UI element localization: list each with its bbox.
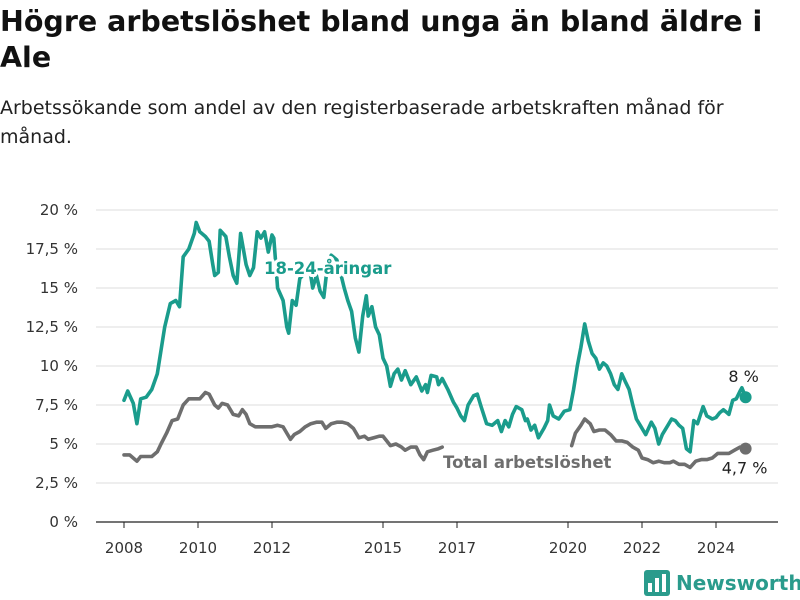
- endpoint-dot-total: [739, 442, 752, 455]
- x-tick-label: 2024: [697, 539, 735, 557]
- series-label-total: Total arbetslöshet: [443, 453, 612, 472]
- y-tick-label: 2,5 %: [35, 474, 78, 492]
- y-axis-ticks: 0 % 2,5 % 5 % 7,5 % 10 % 12,5 % 15 % 17,5 % 20 %: [26, 201, 78, 531]
- x-tick-label: 2022: [623, 539, 661, 557]
- series-line-18-24: [122, 220, 748, 454]
- y-tick-label: 5 %: [49, 435, 78, 453]
- gridlines: [96, 209, 778, 523]
- x-axis-ticks: 2008 2010 2012 2015 2017 2020 2022 2024: [105, 522, 735, 557]
- end-value-18-24: 8 %: [728, 367, 758, 386]
- y-tick-label: 0 %: [49, 513, 78, 531]
- y-tick-label: 10 %: [40, 357, 78, 375]
- series-labels: 18-24-åringar Total arbetslöshet 8 % 4,7 %: [261, 256, 768, 478]
- bar-chart-logo-icon: [644, 570, 670, 596]
- brand-logo: Newsworthy: [644, 568, 800, 598]
- x-tick-label: 2012: [253, 539, 291, 557]
- x-tick-label: 2017: [438, 539, 476, 557]
- series-line-total: [122, 390, 444, 463]
- chart-subtitle: Arbetssökande som andel av den registerb…: [0, 97, 724, 148]
- x-tick-label: 2015: [364, 539, 402, 557]
- brand-name: Newsworthy: [676, 571, 800, 595]
- end-value-total: 4,7 %: [722, 459, 768, 478]
- endpoint-dot-18-24: [739, 391, 752, 404]
- x-tick-label: 2010: [179, 539, 217, 557]
- x-tick-label: 2020: [549, 539, 587, 557]
- y-tick-label: 12,5 %: [26, 318, 78, 336]
- y-tick-label: 15 %: [40, 279, 78, 297]
- y-tick-label: 7,5 %: [35, 396, 78, 414]
- y-tick-label: 20 %: [40, 201, 78, 219]
- chart-title: Högre arbetslöshet bland unga än bland ä…: [0, 5, 763, 74]
- series-line-total: [569, 417, 748, 470]
- x-tick-label: 2008: [105, 539, 143, 557]
- series-lines: [122, 220, 748, 470]
- y-tick-label: 17,5 %: [26, 240, 78, 258]
- series-label-18-24: 18-24-åringar: [264, 259, 392, 278]
